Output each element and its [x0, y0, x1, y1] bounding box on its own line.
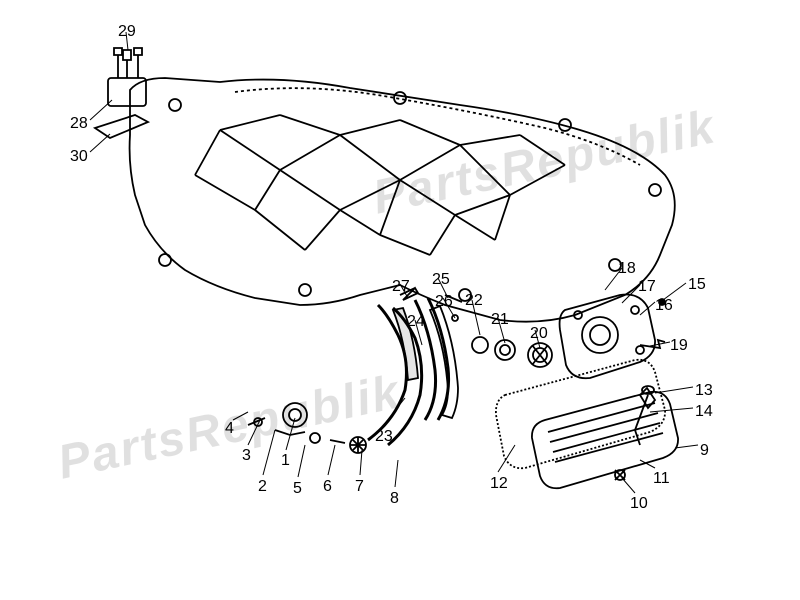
exploded-diagram: 1 2 3 4 5 6 7 8 9 10 11 12 13 14 15 16 1… — [0, 0, 800, 600]
callout-26: 26 — [435, 293, 453, 311]
callout-23: 23 — [375, 428, 393, 446]
callout-8: 8 — [390, 490, 399, 508]
callout-10: 10 — [630, 495, 648, 513]
callout-21: 21 — [491, 311, 509, 329]
callout-16: 16 — [655, 297, 673, 315]
callout-30: 30 — [70, 148, 88, 166]
callout-29: 29 — [118, 23, 136, 41]
callout-27: 27 — [392, 278, 410, 296]
callout-5: 5 — [293, 480, 302, 498]
callout-11: 11 — [653, 470, 670, 488]
callout-12: 12 — [490, 475, 508, 493]
callout-9: 9 — [700, 442, 709, 460]
callout-17: 17 — [638, 278, 656, 296]
callout-20: 20 — [530, 325, 548, 343]
callout-18: 18 — [618, 260, 636, 278]
callout-3: 3 — [242, 447, 251, 465]
callout-25: 25 — [432, 271, 450, 289]
callout-15: 15 — [688, 276, 706, 294]
callout-28: 28 — [70, 115, 88, 133]
callout-1: 1 — [281, 452, 290, 470]
callout-7: 7 — [355, 478, 364, 496]
callout-6: 6 — [323, 478, 332, 496]
callout-2: 2 — [258, 478, 267, 496]
callout-4: 4 — [225, 420, 234, 438]
callout-22: 22 — [465, 292, 483, 310]
drawing-canvas — [0, 0, 800, 600]
callout-24: 24 — [407, 313, 425, 331]
callout-14: 14 — [695, 403, 713, 421]
callout-13: 13 — [695, 382, 713, 400]
callout-19: 19 — [670, 337, 688, 355]
